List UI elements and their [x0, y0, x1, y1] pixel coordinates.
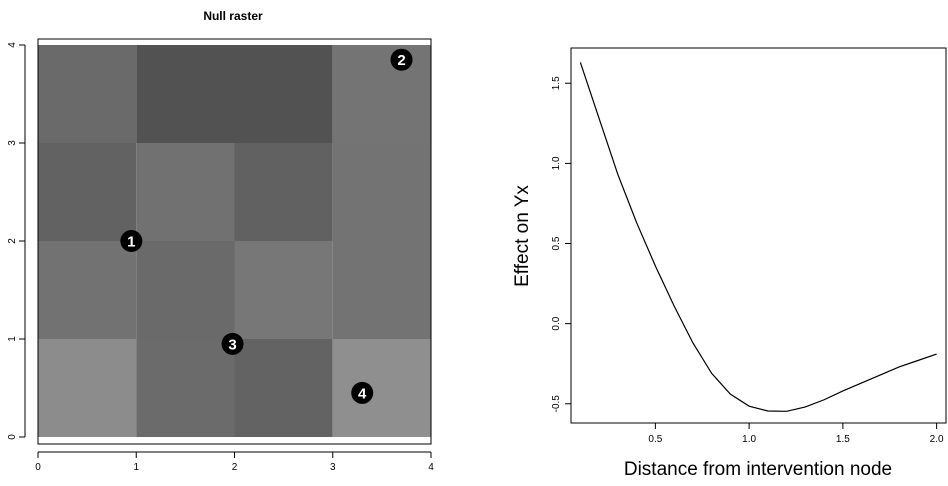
line-plot-frame — [570, 47, 947, 424]
line-y-tick-label: 1.5 — [551, 76, 562, 90]
raster-marker-label: 3 — [228, 336, 236, 353]
line-x-axis: 0.5 1.0 1.5 2.0 — [648, 423, 944, 445]
raster-marker-3: 3 — [221, 332, 244, 355]
line-y-axis-title: Effect on Yx — [512, 185, 533, 287]
raster-marker-1: 1 — [120, 230, 143, 252]
raster-marker-dot — [390, 48, 413, 71]
raster-x-tick-label: 1 — [133, 462, 139, 473]
raster-marker-dot — [221, 332, 244, 355]
raster-cells — [38, 45, 431, 437]
raster-cell-r3-c2 — [136, 241, 235, 339]
raster-marker-label: 4 — [358, 385, 367, 402]
raster-y-axis: 0 1 2 3 4 — [7, 42, 26, 440]
raster-y-tick-label: 4 — [7, 42, 18, 48]
line-y-tick-label: 1.0 — [551, 156, 562, 170]
raster-cell-r4-c2 — [136, 339, 235, 437]
line-panel: 0.5 1.0 1.5 2.0 -0.5 0.0 0.5 1.0 1.5 Distance f… — [512, 47, 947, 480]
line-x-tick-label: 0.5 — [648, 434, 662, 445]
raster-marker-2: 2 — [390, 48, 413, 71]
raster-marker-4: 4 — [351, 381, 374, 404]
line-y-tick-label: 0.0 — [551, 316, 562, 330]
raster-cell-r1-c1 — [38, 45, 137, 143]
raster-cell-r3-c4 — [332, 241, 431, 339]
raster-cell-r2-c2 — [136, 143, 235, 241]
raster-y-tick-label: 3 — [7, 140, 18, 146]
line-x-axis-title: Distance from intervention node — [624, 459, 892, 480]
raster-panel: Null raster 0 1 2 3 4 0 1 2 3 4 1 2 3 4 — [7, 9, 434, 473]
raster-frame — [37, 38, 432, 445]
line-x-tick-label: 1.0 — [742, 434, 756, 445]
raster-y-tick-label: 1 — [7, 336, 18, 342]
line-y-tick-label: 0.5 — [551, 236, 562, 250]
raster-x-tick-label: 3 — [330, 462, 336, 473]
line-x-tick-label: 2.0 — [930, 434, 944, 445]
raster-x-tick-label: 0 — [35, 462, 41, 473]
raster-cell-r2-c4 — [332, 143, 431, 241]
effect-line-series — [579, 62, 937, 412]
raster-cell-r1-c4 — [332, 45, 431, 143]
line-x-tick-label: 1.5 — [836, 434, 850, 445]
raster-marker-label: 1 — [127, 234, 135, 251]
raster-marker-dot — [351, 381, 374, 404]
raster-cell-r1-c2 — [136, 45, 235, 143]
raster-cell-r2-c3 — [234, 143, 333, 241]
raster-markers: 1 2 3 4 — [120, 48, 413, 404]
raster-y-tick-label: 0 — [7, 434, 18, 440]
raster-marker-dot — [120, 230, 143, 252]
line-y-axis: -0.5 0.0 0.5 1.0 1.5 — [551, 76, 571, 413]
raster-cell-r2-c1 — [38, 143, 137, 241]
raster-x-tick-label: 4 — [428, 462, 434, 473]
raster-cell-r4-c4 — [332, 339, 431, 437]
raster-marker-label: 2 — [397, 52, 405, 69]
raster-cell-r3-c3 — [234, 241, 333, 339]
raster-cell-r3-c1 — [38, 241, 137, 339]
raster-x-tick-label: 2 — [232, 462, 238, 473]
raster-title: Null raster — [203, 9, 263, 23]
raster-y-tick-label: 2 — [7, 238, 18, 244]
raster-x-axis: 0 1 2 3 4 — [35, 451, 434, 473]
raster-cell-r4-c1 — [38, 339, 137, 437]
line-y-tick-label: -0.5 — [551, 395, 562, 413]
raster-cell-r4-c3 — [234, 339, 333, 437]
raster-cell-r1-c3 — [234, 45, 333, 143]
